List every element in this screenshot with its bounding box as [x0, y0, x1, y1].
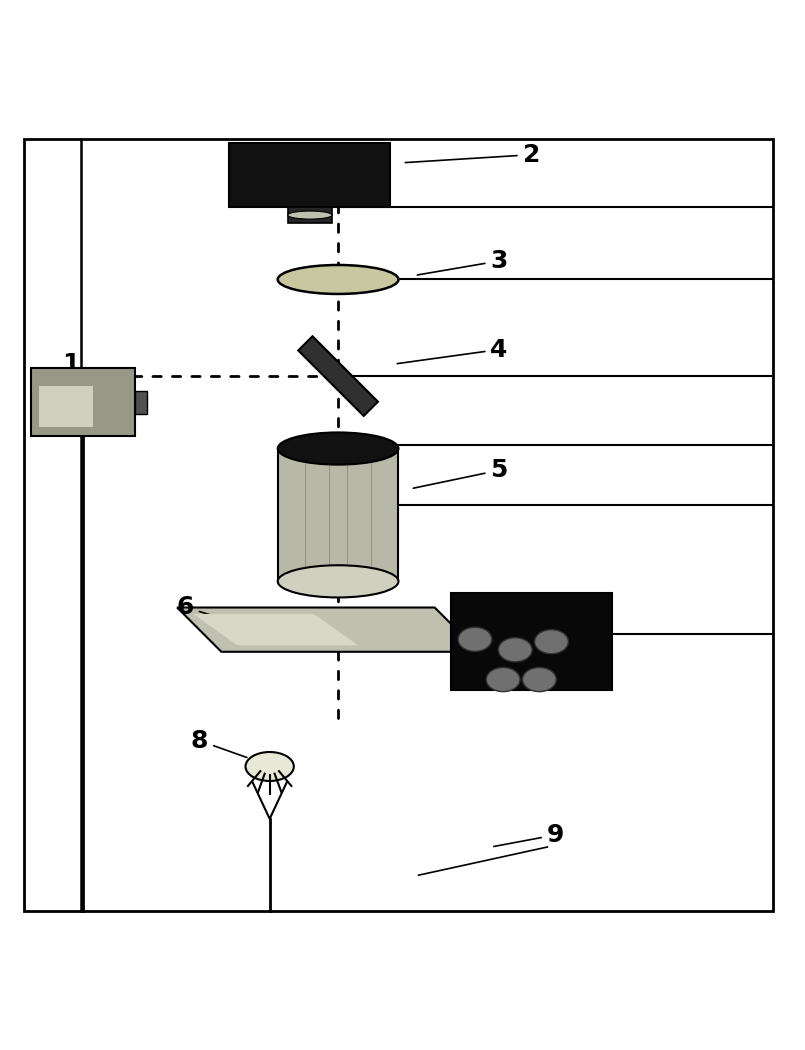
Ellipse shape: [486, 668, 520, 692]
FancyBboxPatch shape: [39, 385, 93, 426]
Polygon shape: [299, 336, 378, 416]
Text: 9: 9: [493, 823, 564, 847]
Ellipse shape: [458, 627, 492, 651]
Ellipse shape: [535, 630, 568, 654]
Ellipse shape: [246, 752, 294, 781]
Text: 8: 8: [191, 729, 247, 757]
FancyBboxPatch shape: [31, 369, 135, 437]
Text: 6: 6: [176, 595, 235, 623]
FancyBboxPatch shape: [278, 448, 398, 582]
Text: 7: 7: [538, 608, 609, 633]
FancyBboxPatch shape: [229, 143, 390, 207]
Text: 1: 1: [62, 352, 101, 385]
Ellipse shape: [498, 637, 532, 662]
Polygon shape: [193, 614, 358, 646]
Text: 2: 2: [405, 143, 540, 167]
Ellipse shape: [278, 565, 398, 597]
FancyBboxPatch shape: [451, 593, 612, 690]
Ellipse shape: [288, 211, 332, 219]
Text: 3: 3: [417, 249, 508, 275]
FancyBboxPatch shape: [135, 391, 147, 414]
Text: 5: 5: [413, 458, 508, 488]
Ellipse shape: [522, 668, 556, 692]
Ellipse shape: [278, 433, 398, 464]
Ellipse shape: [278, 265, 398, 294]
Polygon shape: [177, 608, 479, 652]
Text: 4: 4: [397, 337, 508, 363]
FancyBboxPatch shape: [288, 207, 332, 223]
